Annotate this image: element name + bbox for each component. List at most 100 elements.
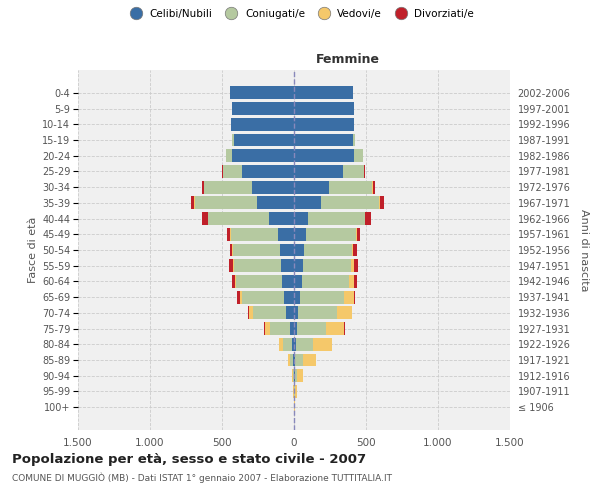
- Bar: [235, 275, 236, 288]
- Bar: [297, 370, 302, 382]
- Bar: [283, 275, 294, 288]
- Bar: [294, 260, 304, 272]
- Bar: [290, 322, 294, 335]
- Bar: [354, 260, 358, 272]
- Bar: [230, 86, 294, 100]
- Bar: [226, 149, 232, 162]
- Bar: [355, 149, 363, 162]
- Bar: [208, 212, 269, 225]
- Bar: [294, 86, 353, 100]
- Bar: [239, 290, 242, 304]
- Bar: [233, 134, 294, 146]
- Bar: [293, 354, 294, 366]
- Bar: [294, 134, 353, 146]
- Bar: [294, 228, 306, 240]
- Bar: [257, 196, 294, 209]
- Bar: [236, 275, 283, 288]
- Bar: [227, 228, 230, 240]
- Bar: [344, 322, 345, 335]
- Bar: [357, 228, 359, 240]
- Bar: [296, 338, 313, 351]
- Bar: [232, 102, 294, 115]
- Bar: [294, 354, 295, 366]
- Bar: [329, 180, 373, 194]
- Bar: [355, 275, 358, 288]
- Bar: [353, 134, 355, 146]
- Bar: [351, 260, 354, 272]
- Bar: [250, 306, 253, 320]
- Bar: [292, 370, 293, 382]
- Bar: [251, 180, 294, 194]
- Bar: [279, 338, 283, 351]
- Bar: [354, 290, 355, 304]
- Bar: [232, 118, 294, 130]
- Bar: [294, 290, 300, 304]
- Bar: [232, 134, 233, 146]
- Bar: [286, 306, 294, 320]
- Bar: [233, 244, 280, 256]
- Text: Femmine: Femmine: [316, 52, 380, 66]
- Bar: [294, 149, 355, 162]
- Bar: [290, 354, 293, 366]
- Bar: [302, 275, 349, 288]
- Bar: [294, 196, 322, 209]
- Bar: [294, 118, 354, 130]
- Bar: [300, 290, 344, 304]
- Bar: [204, 180, 251, 194]
- Bar: [294, 306, 298, 320]
- Bar: [343, 165, 364, 178]
- Bar: [269, 322, 290, 335]
- Bar: [191, 196, 194, 209]
- Bar: [223, 165, 242, 178]
- Bar: [294, 165, 343, 178]
- Bar: [229, 260, 233, 272]
- Bar: [281, 260, 294, 272]
- Bar: [298, 306, 337, 320]
- Bar: [304, 354, 316, 366]
- Bar: [356, 228, 357, 240]
- Bar: [230, 244, 232, 256]
- Bar: [322, 196, 379, 209]
- Bar: [265, 322, 269, 335]
- Bar: [230, 228, 278, 240]
- Y-axis label: Anni di nascita: Anni di nascita: [579, 209, 589, 291]
- Bar: [380, 196, 384, 209]
- Bar: [292, 338, 294, 351]
- Bar: [194, 196, 257, 209]
- Bar: [295, 354, 304, 366]
- Bar: [242, 165, 294, 178]
- Bar: [269, 212, 294, 225]
- Bar: [294, 275, 302, 288]
- Bar: [352, 244, 353, 256]
- Bar: [294, 370, 295, 382]
- Bar: [373, 180, 374, 194]
- Bar: [283, 338, 292, 351]
- Text: Popolazione per età, sesso e stato civile - 2007: Popolazione per età, sesso e stato civil…: [12, 452, 366, 466]
- Bar: [294, 244, 304, 256]
- Bar: [295, 370, 297, 382]
- Bar: [233, 260, 281, 272]
- Bar: [294, 322, 297, 335]
- Bar: [326, 322, 344, 335]
- Bar: [294, 102, 355, 115]
- Bar: [294, 400, 295, 413]
- Bar: [304, 260, 351, 272]
- Bar: [313, 338, 332, 351]
- Bar: [344, 290, 354, 304]
- Y-axis label: Fasce di età: Fasce di età: [28, 217, 38, 283]
- Bar: [202, 180, 204, 194]
- Legend: Celibi/Nubili, Coniugati/e, Vedovi/e, Divorziati/e: Celibi/Nubili, Coniugati/e, Vedovi/e, Di…: [125, 8, 475, 20]
- Bar: [294, 180, 329, 194]
- Bar: [349, 275, 355, 288]
- Bar: [297, 322, 326, 335]
- Bar: [304, 244, 352, 256]
- Bar: [365, 212, 371, 225]
- Bar: [232, 275, 235, 288]
- Bar: [337, 306, 352, 320]
- Bar: [280, 244, 294, 256]
- Text: COMUNE DI MUGGIÒ (MB) - Dati ISTAT 1° gennaio 2007 - Elaborazione TUTTITALIA.IT: COMUNE DI MUGGIÒ (MB) - Dati ISTAT 1° ge…: [12, 472, 392, 483]
- Bar: [308, 212, 365, 225]
- Bar: [306, 228, 356, 240]
- Bar: [353, 244, 357, 256]
- Bar: [202, 212, 208, 225]
